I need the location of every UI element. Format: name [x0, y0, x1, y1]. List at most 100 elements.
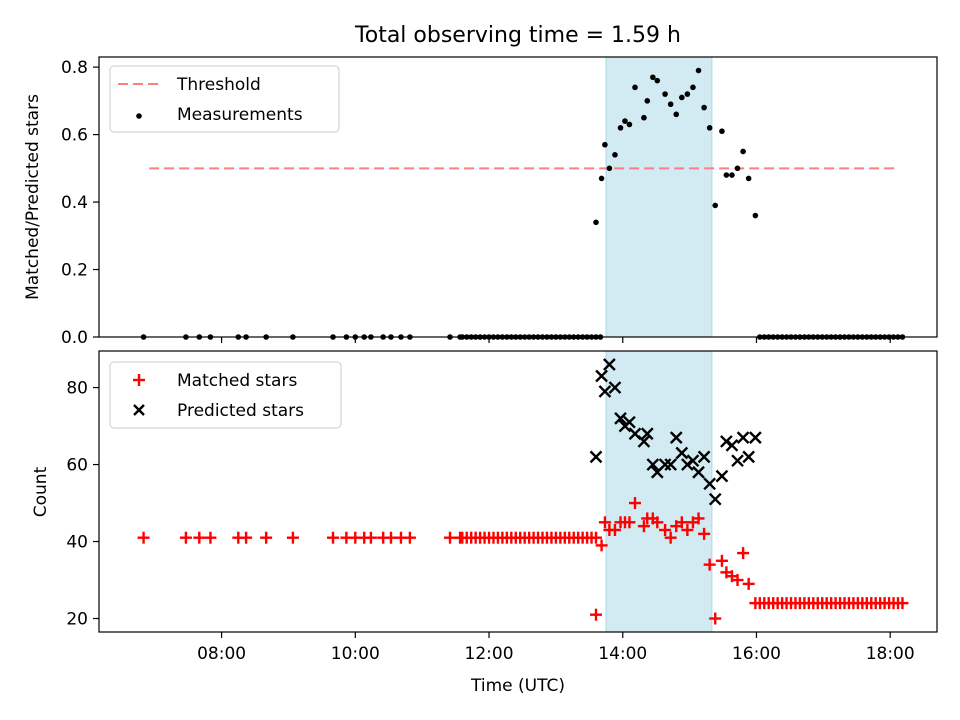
predicted-marker-b — [623, 415, 636, 429]
predicted-marker-b — [589, 450, 603, 464]
top-observing-window — [605, 56, 713, 338]
predicted-star-point — [725, 438, 739, 452]
xtick-label: 08:00 — [197, 644, 246, 664]
matched-star-point — [651, 516, 664, 529]
predicted-marker-b — [628, 427, 642, 441]
matched-star-point — [896, 597, 909, 610]
top-legend-threshold-label: Threshold — [176, 75, 261, 95]
matched-star-point — [598, 516, 611, 529]
predicted-star-point — [664, 458, 678, 471]
measurement-point — [606, 165, 613, 172]
measurement-point — [723, 172, 730, 178]
top-legend: Threshold Measurements — [109, 65, 340, 133]
predicted-star-point — [681, 458, 694, 471]
predicted-star-point — [595, 369, 608, 383]
predicted-marker-b — [598, 385, 612, 398]
bottom-legend-matched-swatch — [133, 374, 145, 386]
predicted-star-point — [749, 431, 762, 444]
bottom-marks — [137, 358, 909, 625]
top-legend-measurements-label: Measurements — [177, 105, 303, 125]
matched-star-point — [444, 531, 457, 544]
predicted-star-point — [669, 431, 683, 444]
bottom-ytick-label: 80 — [66, 379, 88, 399]
predicted-marker-b — [708, 492, 722, 506]
measurement-point — [673, 111, 680, 118]
measurement-point — [706, 125, 713, 131]
bottom-legend-predicted-swatch — [133, 404, 145, 416]
measurement-point — [690, 84, 696, 91]
matched-star-point — [623, 516, 636, 529]
bottom-ytick-label: 60 — [66, 456, 88, 476]
matched-star-point — [737, 547, 750, 560]
predicted-star-point — [589, 450, 603, 464]
measurement-point — [740, 148, 746, 155]
matched-star-point — [590, 608, 603, 621]
top-ytick-label: 0.8 — [61, 58, 88, 78]
measurement-point — [662, 91, 668, 97]
bottom-legend-frame — [109, 361, 342, 429]
measurement-point — [612, 152, 618, 158]
predicted-star-point — [742, 450, 756, 464]
matched-star-point — [608, 523, 621, 536]
matched-star-point — [659, 523, 672, 536]
bottom-legend: Matched stars Predicted stars — [109, 361, 342, 429]
predicted-star-point — [640, 427, 654, 441]
predicted-star-point — [715, 469, 729, 483]
chart-title: Total observing time = 1.59 h — [354, 23, 681, 48]
matched-star-point — [731, 574, 744, 587]
measurement-point — [712, 202, 719, 209]
matched-star-point — [179, 531, 192, 544]
measurement-point — [684, 91, 691, 97]
predicted-marker-b — [614, 412, 627, 425]
predicted-star-point — [686, 454, 700, 468]
measurement-point — [679, 94, 685, 101]
top-ylabel: Matched/Predicted stars — [23, 94, 43, 300]
predicted-marker-b — [640, 427, 654, 441]
top-legend-frame — [109, 65, 340, 133]
measurement-point — [632, 84, 638, 91]
measurement-point — [745, 175, 752, 182]
matched-star-point — [709, 612, 722, 625]
matched-star-point — [590, 531, 603, 544]
measurement-point — [602, 141, 608, 148]
measurement-point — [695, 67, 702, 74]
predicted-star-point — [658, 458, 672, 471]
xtick-label: 12:00 — [465, 644, 514, 664]
matched-star-point — [364, 531, 377, 544]
top-axes-frame — [98, 56, 938, 338]
matched-star-point — [664, 531, 677, 544]
predicted-marker-b — [715, 469, 729, 483]
predicted-star-point — [623, 415, 636, 429]
bottom-ytick-label: 40 — [66, 533, 88, 553]
xtick-label: 14:00 — [598, 644, 647, 664]
matched-star-point — [629, 497, 642, 510]
measurement-point — [622, 118, 628, 124]
predicted-marker-b — [681, 458, 694, 471]
measurement-point — [667, 101, 674, 108]
matched-star-point — [403, 531, 416, 544]
matched-star-point — [692, 512, 705, 525]
matched-star-point — [637, 520, 650, 533]
predicted-marker-b — [742, 450, 756, 464]
predicted-marker-b — [669, 431, 683, 444]
matched-star-point — [204, 531, 217, 544]
predicted-marker-b — [720, 435, 733, 448]
matched-star-point — [286, 531, 299, 544]
predicted-star-point — [598, 385, 612, 398]
predicted-marker-b — [703, 477, 717, 491]
bottom-ylabel: Count — [31, 466, 51, 517]
predicted-star-point — [697, 450, 711, 464]
predicted-star-point — [736, 431, 750, 444]
predicted-marker-b — [749, 431, 762, 444]
matched-star-point — [137, 531, 150, 544]
top-ticks: 0.0 0.2 0.4 0.6 0.8 — [61, 58, 99, 348]
bottom-observing-window — [605, 350, 713, 633]
measurement-point — [626, 121, 633, 128]
matched-star-point — [675, 516, 688, 529]
measurement-point — [644, 98, 651, 104]
predicted-marker-b — [595, 369, 608, 383]
bottom-ytick-label: 20 — [66, 610, 88, 630]
xtick-label: 10:00 — [331, 644, 380, 664]
top-ytick-label: 0.6 — [61, 126, 88, 146]
